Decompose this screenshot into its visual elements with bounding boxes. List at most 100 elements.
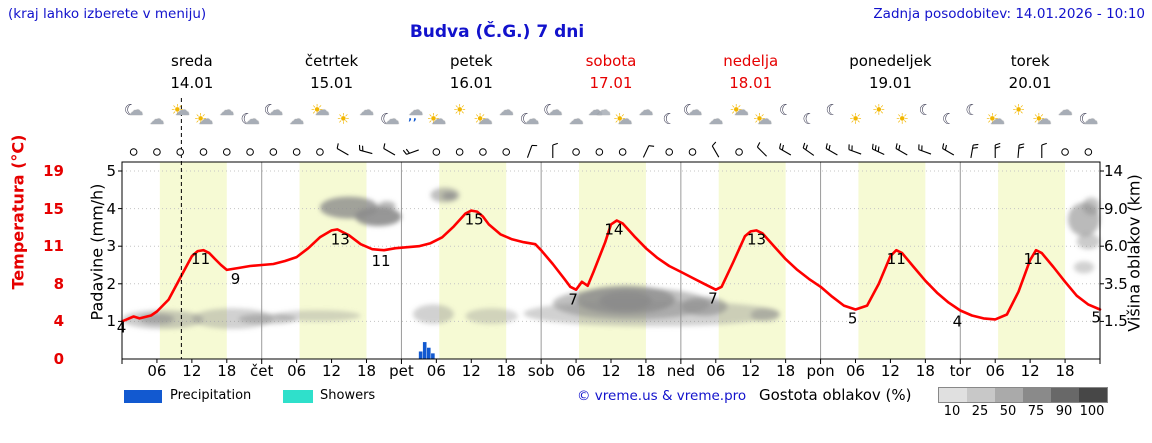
wind-barb-icon [526, 144, 538, 158]
precip-bar [426, 347, 431, 359]
barb-shaft [918, 149, 932, 155]
daytime-band [998, 162, 1066, 359]
barb-feather [995, 142, 1001, 146]
barb-feather [358, 144, 361, 151]
sun-glyph: ☀ [848, 110, 863, 128]
daytime-band [299, 162, 367, 359]
barb-feather [648, 145, 655, 147]
precip-tick-label: 4 [106, 199, 116, 218]
time-tick-label: 18 [217, 362, 237, 380]
day-header: petek 16.01 [401, 52, 541, 92]
cloud-icon: ☁ [143, 112, 171, 127]
wind-calm-icon [222, 148, 231, 156]
day-header: sobota 17.01 [541, 52, 681, 92]
barb-feather [995, 146, 1001, 149]
cloud-glyph: ☁ [477, 110, 493, 128]
raindrops-glyph: ,, [408, 112, 418, 123]
cloud-icon: ☁ [1051, 103, 1079, 118]
wind-calm-icon [199, 148, 208, 156]
wind-barb-icon [802, 142, 815, 156]
sun-glyph: ☀ [193, 110, 208, 128]
wind-calm-icon [618, 148, 627, 156]
time-tick-label: 06 [845, 362, 866, 380]
moon-glyph: ☾ [941, 110, 956, 128]
barb-feather [1018, 146, 1025, 149]
temperature-tick-label: 0 [53, 350, 64, 368]
barb-feather [781, 144, 785, 151]
moon-glyph: ☾ [263, 101, 278, 119]
day-name: sreda [171, 52, 213, 70]
menu-hint: (kraj lahko izberete v meniju) [8, 6, 207, 22]
wind-calm-icon [129, 148, 138, 156]
barb-feather [711, 141, 717, 147]
day-abbrev-label: sob [527, 362, 555, 380]
barb-feather [1041, 142, 1047, 146]
sun-glyph: ☀ [985, 110, 999, 128]
time-tick-label: 06 [287, 362, 307, 380]
barb-feather [972, 147, 978, 149]
time-tick-label: 12 [1020, 362, 1040, 380]
moon-glyph: ☾ [662, 110, 676, 128]
sun-icon: ☀ [842, 112, 870, 127]
cloud-density-values: 10 25 50 75 90 100 [938, 404, 1106, 419]
barb-feather [756, 142, 761, 148]
cloud-blob [750, 308, 780, 322]
cloud-height-tick-label: 9.0 [1104, 199, 1128, 218]
precipitation-swatch [124, 390, 162, 403]
sun-glyph: ☀ [752, 110, 767, 128]
barb-feather [874, 145, 877, 151]
wind-calm-icon [665, 148, 674, 156]
cloud-glyph: ☁ [244, 110, 260, 128]
temp-value-label: 5 [848, 310, 858, 328]
precip-tick-label: 5 [106, 162, 116, 180]
temp-value-label: 15 [465, 211, 484, 229]
temp-value-label: 7 [708, 290, 718, 308]
cloud-icon: ☁ [213, 103, 241, 118]
wind-calm-icon [246, 148, 254, 156]
sun-glyph: ☀ [1011, 101, 1026, 119]
wind-calm-icon [292, 148, 301, 156]
barb-shaft [383, 148, 396, 156]
wind-barb-icon [779, 143, 792, 156]
time-tick-label: 12 [601, 362, 621, 380]
wind-barb-icon [994, 142, 1001, 158]
cloud-height-tick-label: 6.0 [1104, 237, 1128, 256]
cloud-blob [599, 291, 652, 311]
barb-feather [825, 143, 828, 149]
time-tick-label: 18 [496, 362, 516, 380]
barb-feather [973, 143, 979, 146]
barb-feather [942, 143, 945, 149]
barb-shaft [757, 146, 767, 157]
cloud-glyph: ☁ [314, 101, 330, 119]
barb-feather [851, 145, 853, 151]
moon-glyph: ☾ [918, 101, 933, 119]
sun-cloud-icon: ☀☁ [422, 112, 450, 127]
moon-cloud-icon: ☾☁ [236, 112, 264, 127]
barb-feather [898, 144, 901, 151]
day-header: sreda 14.01 [122, 52, 262, 92]
wind-barb-icon [642, 145, 655, 158]
precip-tick-label: 3 [106, 237, 116, 256]
sun-glyph: ☀ [729, 101, 743, 119]
time-tick-label: 18 [636, 362, 656, 380]
moon-icon: ☾ [818, 103, 846, 118]
day-abbrev-label: ned [666, 362, 695, 380]
sun-icon: ☀ [1005, 103, 1033, 118]
cloud-blob [413, 304, 454, 324]
barb-feather [921, 145, 923, 151]
moon-cloud-icon: ☾☁ [120, 103, 148, 118]
barb-shaft [336, 148, 349, 156]
copyright-link[interactable]: © vreme.us & vreme.pro [577, 388, 747, 404]
density-value-label: 50 [999, 404, 1017, 419]
time-tick-label: 06 [985, 362, 1005, 380]
sun-glyph: ☀ [473, 110, 487, 128]
precip-bar [431, 353, 435, 359]
barb-shaft [825, 148, 838, 156]
moon-glyph: ☾ [543, 101, 557, 119]
cloud-height-tick-label: 14 [1104, 162, 1124, 180]
cloud-glyph: ☁ [708, 110, 724, 128]
sun-icon: ☀ [446, 103, 474, 118]
wind-barb-icon [358, 144, 373, 155]
